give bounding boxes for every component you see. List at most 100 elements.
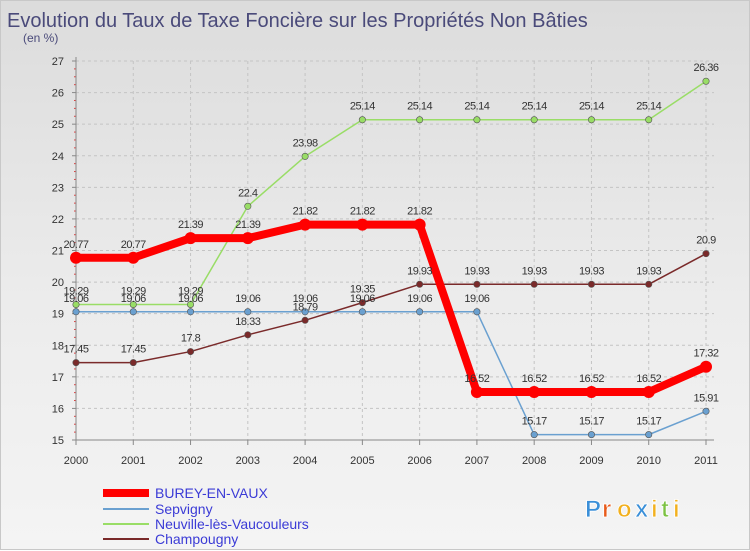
y-tick-label: 25: [52, 119, 64, 131]
data-label: 21.39: [235, 219, 260, 231]
y-tick-label: 19: [52, 309, 64, 321]
y-tick-label: 21: [52, 246, 64, 258]
x-tick-label: 2004: [293, 455, 317, 467]
series-point-1: [530, 431, 538, 439]
x-tick-label: 2007: [465, 455, 489, 467]
y-axis-ticks: 15 16 17 18 19 20 21 22 23 24 25 26 27: [52, 56, 64, 447]
x-tick-label: 2011: [694, 455, 718, 467]
data-label: 19.93: [407, 265, 432, 277]
data-label: 20.9: [696, 235, 716, 247]
data-label: 17.45: [121, 344, 146, 356]
data-label: 20.77: [63, 239, 88, 251]
series-point-2: [187, 301, 195, 309]
brand-letter: P: [585, 496, 601, 523]
data-label: 25.14: [464, 101, 489, 113]
series-point-2: [72, 301, 80, 309]
y-tick-label: 18: [52, 340, 64, 352]
data-label: 19.29: [178, 286, 203, 298]
data-label: 19.93: [636, 265, 661, 277]
x-tick-label: 2002: [178, 455, 202, 467]
series-point-0: [642, 385, 655, 398]
data-label: 21.82: [293, 206, 318, 218]
series-group: [70, 77, 712, 439]
data-label: 19.29: [63, 286, 88, 298]
series-point-3: [358, 299, 366, 307]
series-point-0: [470, 385, 483, 398]
series-point-3: [530, 280, 538, 288]
series-point-1: [244, 308, 252, 316]
data-label: 19.06: [178, 293, 203, 305]
series-point-2: [416, 116, 424, 124]
y-tick-label: 20: [52, 277, 64, 289]
series-point-0: [184, 232, 197, 245]
y-tick-label: 26: [52, 88, 64, 100]
series-point-0: [700, 360, 712, 373]
data-label: 15.17: [636, 416, 661, 428]
brand-letter: x: [635, 496, 649, 523]
data-label: 21.82: [407, 206, 432, 218]
series-line-2: [76, 80, 707, 306]
series-point-1: [358, 308, 366, 316]
series-point-3: [645, 280, 653, 288]
legend-label-3: Champougny: [155, 531, 238, 547]
brand-letter: o: [617, 496, 632, 523]
series-point-0: [299, 218, 312, 231]
data-label: 25.14: [636, 101, 661, 113]
data-label: 19.06: [121, 293, 146, 305]
series-point-3: [587, 280, 595, 288]
series-point-1: [416, 308, 424, 316]
data-label: 19.35: [350, 284, 375, 296]
data-label: 19.06: [350, 293, 375, 305]
series-point-0: [356, 218, 369, 231]
x-tick-label: 2000: [64, 455, 88, 467]
data-label: 21.39: [178, 219, 203, 231]
y-tick-label: 22: [52, 214, 64, 226]
series-point-1: [473, 308, 481, 316]
data-label: 25.14: [407, 101, 432, 113]
data-label: 25.14: [350, 101, 375, 113]
data-label: 17.45: [63, 344, 88, 356]
brand-letter: i: [651, 496, 658, 523]
data-label: 18.33: [235, 316, 260, 328]
series-line-1: [76, 311, 707, 436]
series-point-1: [72, 308, 80, 316]
data-label: 19.93: [579, 265, 604, 277]
x-tick-label: 2005: [350, 455, 374, 467]
series-point-3: [244, 331, 252, 339]
y-tick-label: 16: [52, 403, 64, 415]
chart-subtitle: (en %): [23, 31, 58, 45]
series-point-2: [301, 152, 309, 160]
series-point-3: [72, 359, 80, 367]
data-label: 23.98: [293, 137, 318, 149]
series-point-1: [129, 308, 137, 316]
series-point-0: [241, 232, 254, 245]
data-label: 25.14: [579, 101, 604, 113]
data-label: 16.52: [579, 373, 604, 385]
data-label: 21.82: [350, 206, 375, 218]
data-label: 16.52: [522, 373, 547, 385]
series-point-1: [587, 431, 595, 439]
x-axis-ticks: 2000 2001 2002 2003 2004 2005 2006 2007 2008 2009…: [64, 455, 718, 467]
data-label: 19.06: [464, 293, 489, 305]
axes: [72, 57, 714, 445]
x-tick-label: 2001: [121, 455, 145, 467]
data-label: 15.91: [693, 392, 718, 404]
data-labels: 20.77 20.77 21.39 21.39 21.82 21.82 21.82 16.52…: [63, 62, 719, 428]
data-label: 19.06: [63, 293, 88, 305]
series-point-2: [244, 202, 252, 210]
series-point-2: [530, 116, 538, 124]
series-point-3: [473, 280, 481, 288]
series-point-2: [587, 116, 595, 124]
data-label: 17.8: [181, 333, 201, 345]
series-line-3: [76, 252, 707, 364]
data-label: 19.06: [293, 293, 318, 305]
brand-letter: r: [602, 496, 611, 523]
legend-label-0: BUREY-EN-VAUX: [155, 485, 268, 501]
series-point-2: [645, 116, 653, 124]
series-point-0: [70, 251, 82, 264]
series-point-3: [129, 359, 137, 367]
data-label: 22.4: [238, 187, 258, 199]
brand-letter: t: [661, 496, 669, 523]
